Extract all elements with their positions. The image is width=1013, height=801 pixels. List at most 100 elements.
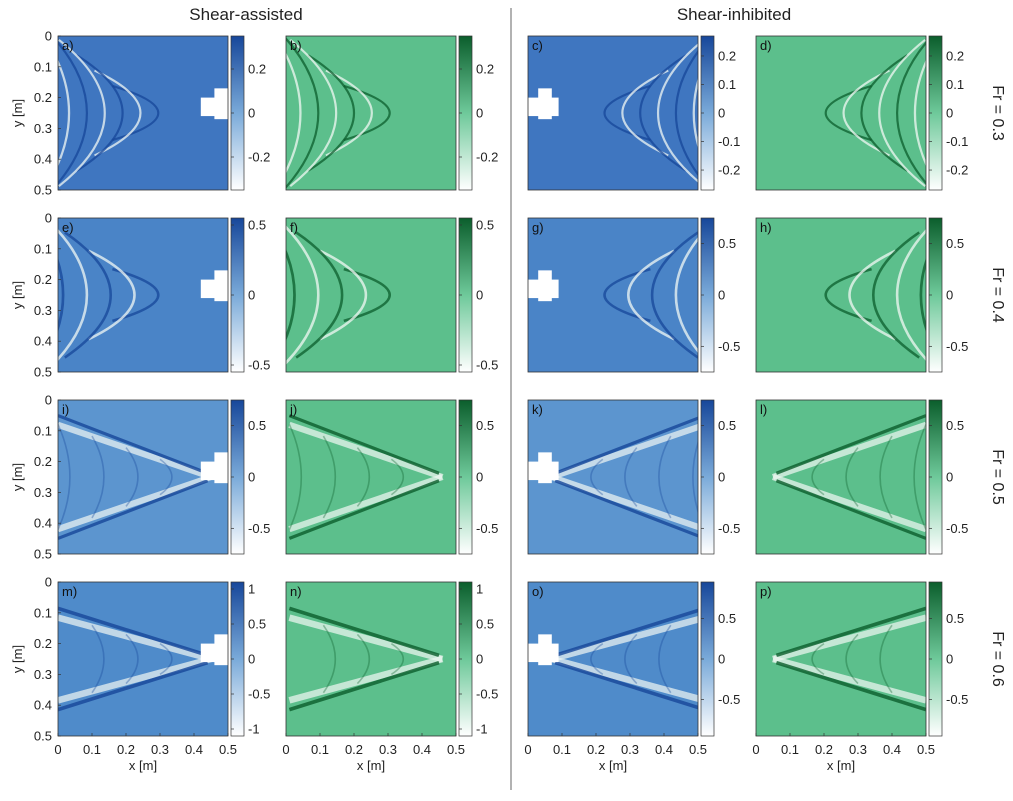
colorbar-tick-label: -0.5 [476, 687, 498, 702]
colorbar-tick-label: -1 [248, 722, 260, 737]
obstacle-mask [538, 88, 552, 120]
wave-crest [58, 38, 106, 188]
colorbar-tick-label: 0 [248, 470, 255, 485]
colorbar-tick-label: 0.5 [248, 418, 266, 433]
panel-frame [57, 581, 229, 737]
transverse-crest [322, 435, 337, 519]
colorbar-tick-label: 0 [718, 288, 725, 303]
wake-arm-light [58, 614, 212, 663]
wake-pattern [528, 231, 698, 359]
panel-frame [57, 35, 229, 191]
obstacle-mask [214, 270, 228, 302]
x-axis-label: x [m] [129, 758, 157, 773]
wave-crest [860, 54, 908, 172]
panel-frame [57, 217, 229, 373]
wake-pattern [286, 37, 391, 189]
wave-crest [919, 257, 926, 333]
panel-f: f) 0.5 0 -0.5 [285, 218, 498, 373]
transverse-crest [845, 447, 859, 507]
wake-arm-dark [288, 479, 440, 540]
wave-crest [325, 69, 373, 157]
wave-crest [913, 59, 926, 167]
colorbar-tick-label: 0 [248, 288, 255, 303]
wake-arm-dark [775, 414, 926, 475]
y-tick-label: 0.4 [34, 516, 52, 531]
panel-g: g) 0.5 0 -0.5 [527, 217, 740, 373]
panel-n: n) 1 0.5 0 -0.5 -1 0 0.1 0.2 0.3 0.4 0.5 x [m] [282, 582, 498, 774]
y-tick-label: 0.2 [34, 90, 52, 105]
transverse-crest [913, 424, 926, 530]
colorbar-tick-label: -0.1 [946, 134, 968, 149]
wave-crest [88, 249, 136, 341]
panel-letter: i) [62, 402, 69, 417]
transverse-crest [590, 458, 604, 496]
y-tick-label: 0.3 [34, 121, 52, 136]
panel-frame [285, 581, 457, 737]
wake-pattern [288, 606, 444, 712]
wake-arm-dark [554, 479, 698, 538]
panel-frame [527, 35, 699, 191]
panel-letter: e) [62, 220, 74, 235]
x-tick-label: 0.3 [379, 742, 397, 757]
x-tick-label: 0.5 [689, 742, 707, 757]
colorbar-tick-label: -0.2 [248, 150, 270, 165]
y-axis-label: y [m] [10, 99, 25, 127]
wave-crest [872, 231, 920, 359]
x-tick-label: 0.2 [587, 742, 605, 757]
transverse-crest [845, 633, 859, 685]
colorbar-tick-label: -0.5 [248, 521, 270, 536]
x-tick-label: 0.3 [151, 742, 169, 757]
wave-crest [896, 229, 926, 361]
x-tick-label: 0 [524, 742, 531, 757]
panel-grid: a) 0.2 0 -0.2 0 0.1 0.2 0.3 0.4 0.5 y [m] b) 0.2 0 -0.… [10, 29, 968, 774]
wave-crest [64, 231, 112, 359]
colorbar-tick-label: 0 [476, 106, 483, 121]
wave-crest [824, 267, 872, 323]
colorbar-tick-label: 0.5 [476, 617, 494, 632]
colorbar-tick-label: 0 [946, 106, 953, 121]
x-tick-label: 0.5 [917, 742, 935, 757]
x-tick-label: 0.4 [413, 742, 431, 757]
colorbar-tick-label: 0.5 [476, 418, 494, 433]
y-tick-label: 0.1 [34, 605, 52, 620]
colorbar-tick-label: 0.5 [476, 218, 494, 233]
colorbar-tick-label: 0.5 [718, 418, 736, 433]
colorbar-tick-label: 0 [476, 470, 483, 485]
wave-crest [343, 267, 391, 323]
transverse-crest [624, 447, 638, 507]
x-tick-label: 0.1 [311, 742, 329, 757]
wave-crest [76, 54, 124, 172]
wake-arm-dark [58, 660, 209, 712]
wake-arm-light [288, 614, 444, 663]
panel-letter: p) [760, 584, 772, 599]
y-axis-label: y [m] [10, 463, 25, 491]
wake-arm-dark [554, 416, 698, 475]
colorbar-tick-label: 0.2 [718, 48, 736, 63]
wave-crest [692, 77, 698, 149]
panel-d: d) 0.2 0.1 0 -0.1 -0.2 [755, 35, 968, 191]
colorbar-tick-label: 0.5 [946, 611, 964, 626]
colorbar-tick-label: -1 [476, 722, 488, 737]
y-tick-label: 0.2 [34, 272, 52, 287]
y-tick-label: 0.1 [34, 59, 52, 74]
wave-crest [674, 236, 698, 354]
wake-arm-dark [775, 479, 926, 540]
field-background [756, 218, 926, 372]
transverse-crest [811, 458, 825, 496]
transverse-crest [322, 624, 336, 694]
colorbar-tick-label: 0.5 [718, 611, 736, 626]
wave-crest [295, 231, 344, 359]
wake-pattern [528, 416, 698, 538]
panel-c: c) 0.2 0.1 0 -0.1 -0.2 [527, 35, 740, 191]
panel-l: l) 0.5 0 -0.5 [755, 399, 968, 555]
x-tick-label: 0.4 [883, 742, 901, 757]
y-tick-label: 0.1 [34, 423, 52, 438]
colorbar-tick-label: -0.2 [476, 150, 498, 165]
x-tick-label: 0.2 [345, 742, 363, 757]
transverse-crest [356, 447, 370, 507]
colorbar-tick-label: -0.5 [718, 692, 740, 707]
colorbar-tick-label: 0 [248, 652, 255, 667]
wake-arm-dark [58, 414, 209, 475]
x-tick-label: 0.5 [447, 742, 465, 757]
colorbar-tick-label: -0.5 [476, 358, 498, 373]
